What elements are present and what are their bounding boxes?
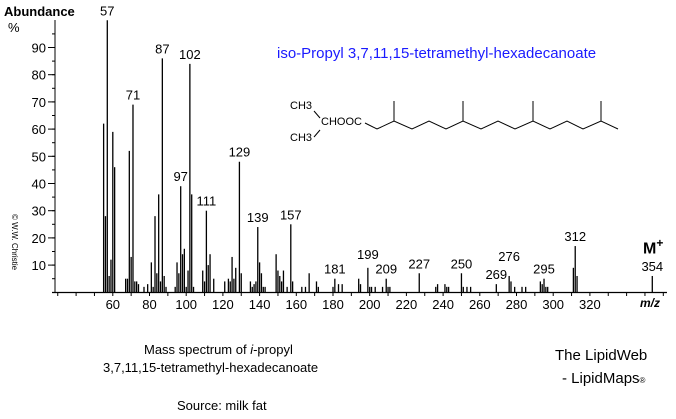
- m-plus: +: [656, 236, 664, 250]
- x-tick-label: 240: [432, 297, 454, 312]
- peak-label-276: 276: [498, 249, 520, 264]
- credit-lipidweb: The LipidWeb: [555, 347, 648, 364]
- x-tick-label: 180: [322, 297, 344, 312]
- peak-label-227: 227: [408, 256, 430, 271]
- x-axis-title: m/z: [640, 296, 661, 310]
- x-tick-label: 80: [142, 297, 156, 312]
- peak-label-102: 102: [179, 47, 201, 62]
- x-tick-label: 120: [212, 297, 234, 312]
- peak-label-312: 312: [564, 229, 586, 244]
- y-tick-label: 80: [32, 68, 46, 83]
- peak-label-354: 354: [641, 259, 663, 274]
- x-tick-label: 320: [579, 297, 601, 312]
- x-tick-label: 140: [249, 297, 271, 312]
- peak-label-57: 57: [100, 3, 114, 18]
- y-tick-label: 40: [32, 177, 46, 192]
- y-axis-title: Abundance: [4, 4, 75, 19]
- credit-lipidmaps: - LipidMaps®: [562, 370, 645, 387]
- peak-label-199: 199: [357, 247, 379, 262]
- peak-label-129: 129: [229, 145, 251, 160]
- structure-ch3-bottom: CH3: [290, 132, 313, 144]
- y-tick-label: 60: [32, 122, 46, 137]
- x-tick-label: 220: [396, 297, 418, 312]
- peak-label-87: 87: [155, 41, 169, 56]
- x-tick-label: 100: [175, 297, 197, 312]
- x-tick-label: 260: [469, 297, 491, 312]
- y-tick-label: 50: [32, 149, 46, 164]
- y-axis-unit: %: [8, 20, 20, 35]
- molecular-ion-label: M+: [643, 236, 663, 258]
- caption-line1: Mass spectrum of i-propyl: [144, 342, 293, 357]
- x-tick-label: 280: [506, 297, 528, 312]
- peak-label-295: 295: [533, 262, 555, 277]
- compound-title: iso-Propyl 3,7,11,15-tetramethyl-hexadec…: [277, 45, 597, 62]
- x-tick-label: 60: [106, 297, 120, 312]
- y-tick-label: 90: [32, 41, 46, 56]
- y-tick-label: 30: [32, 204, 46, 219]
- peak-label-71: 71: [126, 88, 140, 103]
- lipidmaps-text: - LipidMaps: [562, 370, 640, 387]
- peak-label-157: 157: [280, 207, 302, 222]
- caption-line2: 3,7,11,15-tetramethyl-hexadecanoate: [103, 360, 319, 375]
- y-tick-label: 10: [32, 258, 46, 273]
- structure-bond-bottom: [313, 129, 321, 138]
- y-tick-label: 70: [32, 95, 46, 110]
- peak-label-250: 250: [451, 256, 473, 271]
- caption-italic: i: [250, 342, 254, 357]
- registered-mark: ®: [639, 376, 646, 385]
- structure-chain: [364, 120, 619, 130]
- peak-label-269: 269: [485, 267, 507, 282]
- x-tick-label: 200: [359, 297, 381, 312]
- caption-prefix: Mass spectrum of: [144, 342, 251, 357]
- peak-label-181: 181: [324, 262, 346, 277]
- caption-suffix: -propyl: [253, 342, 293, 357]
- peak-label-111: 111: [197, 194, 217, 209]
- x-tick-label: 300: [542, 297, 564, 312]
- x-tick-label: 160: [285, 297, 307, 312]
- y-tick-label: 20: [32, 231, 46, 246]
- peak-label-139: 139: [247, 210, 269, 225]
- structure-ch3-top: CH3: [290, 100, 313, 112]
- m-label: M: [643, 240, 657, 258]
- peak-label-97: 97: [173, 169, 187, 184]
- peak-label-209: 209: [375, 262, 397, 277]
- structure-bond-top: [313, 110, 321, 119]
- copyright: © W.W. Christie: [10, 214, 19, 271]
- structure-ester: CHOOC: [321, 116, 362, 128]
- caption-source: Source: milk fat: [177, 398, 267, 413]
